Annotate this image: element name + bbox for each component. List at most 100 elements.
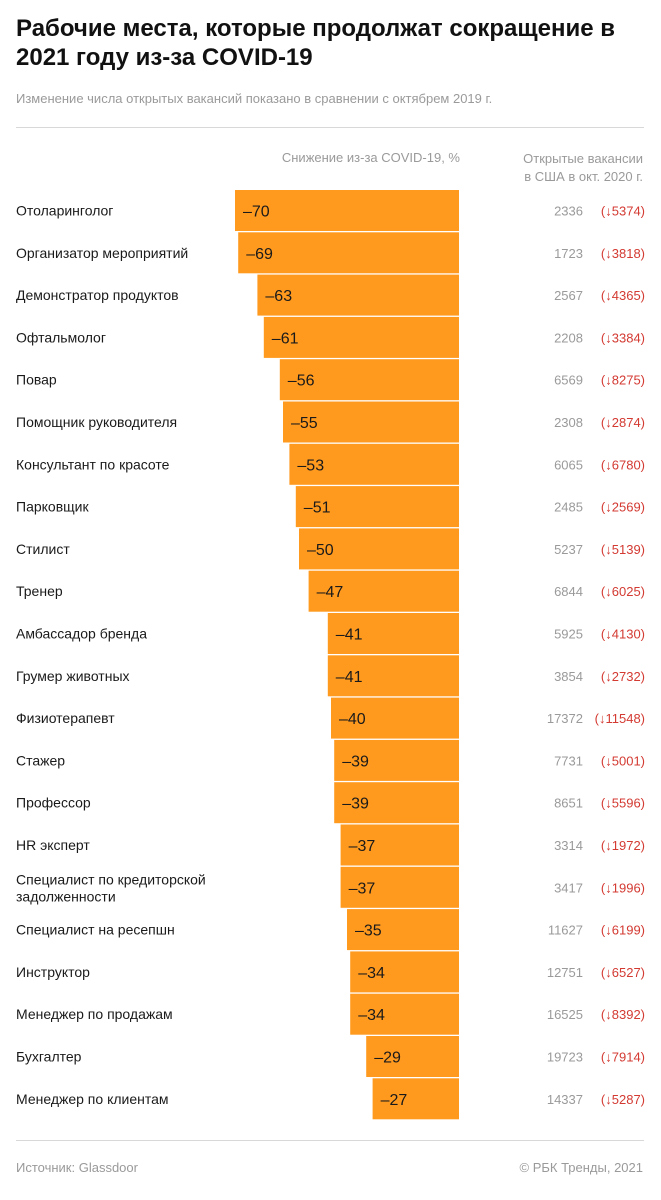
job-label: Повар xyxy=(16,372,57,388)
bar-value-label: –61 xyxy=(272,330,299,347)
job-label: Грумер животных xyxy=(16,668,130,684)
job-label: Менеджер по клиентам xyxy=(16,1091,169,1107)
copyright-credit: © РБК Тренды, 2021 xyxy=(519,1160,644,1175)
open-jobs-value: 5237 xyxy=(554,542,583,557)
bar-value-label: –34 xyxy=(358,1007,385,1024)
bar-value-label: –34 xyxy=(358,965,385,982)
job-label: Профессор xyxy=(16,795,91,811)
bar-value-label: –39 xyxy=(342,796,369,813)
open-jobs-change: (↓6025) xyxy=(601,584,645,599)
open-jobs-change: (↓3384) xyxy=(601,330,645,345)
open-jobs-value: 14337 xyxy=(547,1092,583,1107)
open-jobs-change: (↓2874) xyxy=(601,415,645,430)
job-label: Парковщик xyxy=(16,499,89,515)
open-jobs-change: (↓4365) xyxy=(601,288,645,303)
bar-value-label: –35 xyxy=(355,923,382,940)
job-label: Стилист xyxy=(16,541,70,557)
job-label: Консультант по красоте xyxy=(16,456,170,472)
open-jobs-value: 6844 xyxy=(554,584,583,599)
bar xyxy=(295,486,459,528)
job-label-line2: задолженности xyxy=(16,888,116,904)
open-jobs-value: 16525 xyxy=(547,1007,583,1022)
bar xyxy=(279,359,459,401)
job-label: Отоларинголог xyxy=(16,203,113,219)
job-label: Демонстратор продуктов xyxy=(16,287,179,303)
open-jobs-value: 5925 xyxy=(554,627,583,642)
bar xyxy=(350,993,459,1035)
open-jobs-value: 3417 xyxy=(554,880,583,895)
bar-value-label: –63 xyxy=(265,288,292,305)
bar-value-label: –56 xyxy=(288,373,315,390)
job-label: Офтальмолог xyxy=(16,329,106,345)
open-jobs-change: (↓5374) xyxy=(601,204,645,219)
open-jobs-value: 1723 xyxy=(554,246,583,261)
bar-value-label: –39 xyxy=(342,753,369,770)
bar-value-label: –70 xyxy=(243,204,270,221)
open-jobs-change: (↓5596) xyxy=(601,796,645,811)
bar xyxy=(263,316,459,358)
open-jobs-change: (↓11548) xyxy=(595,711,645,726)
open-jobs-column-header: Открытые вакансии в США в окт. 2020 г. xyxy=(483,150,643,186)
open-jobs-change: (↓1972) xyxy=(601,838,645,853)
bar-value-label: –53 xyxy=(297,457,324,474)
chart-subtitle: Изменение числа открытых вакансий показа… xyxy=(16,91,493,106)
bar-value-label: –40 xyxy=(339,711,366,728)
bar xyxy=(299,528,459,570)
bar-value-label: –41 xyxy=(336,669,363,686)
open-jobs-change: (↓2569) xyxy=(601,500,645,515)
bar xyxy=(372,1078,459,1120)
job-label: Менеджер по продажам xyxy=(16,1006,173,1022)
bar xyxy=(347,909,459,951)
open-jobs-header-line1: Открытые вакансии xyxy=(523,151,643,166)
bar xyxy=(334,739,459,781)
job-label: Инструктор xyxy=(16,964,90,980)
open-jobs-value: 6569 xyxy=(554,373,583,388)
open-jobs-change: (↓6780) xyxy=(601,457,645,472)
bar xyxy=(366,1036,459,1077)
open-jobs-header-line2: в США в окт. 2020 г. xyxy=(524,169,643,184)
open-jobs-change: (↓8392) xyxy=(601,1007,645,1022)
open-jobs-change: (↓7914) xyxy=(601,1050,645,1065)
open-jobs-value: 8651 xyxy=(554,796,583,811)
open-jobs-value: 19723 xyxy=(547,1050,583,1065)
bar xyxy=(327,613,459,654)
bar xyxy=(331,697,459,739)
job-label: Организатор мероприятий xyxy=(16,245,188,261)
bar-chart: –70 Отоларинголог 2336 (↓5374) –69 Организато… xyxy=(16,190,645,1120)
bar xyxy=(340,824,459,866)
bar xyxy=(289,443,459,485)
bar-value-label: –27 xyxy=(381,1092,408,1109)
job-label: Стажер xyxy=(16,752,65,768)
open-jobs-value: 2308 xyxy=(554,415,583,430)
bar xyxy=(334,782,459,824)
open-jobs-change: (↓6199) xyxy=(601,923,645,938)
open-jobs-change: (↓1996) xyxy=(601,880,645,895)
open-jobs-change: (↓3818) xyxy=(601,246,645,261)
open-jobs-change: (↓5287) xyxy=(601,1092,645,1107)
job-label: Тренер xyxy=(16,583,63,599)
open-jobs-value: 2567 xyxy=(554,288,583,303)
top-divider xyxy=(16,127,644,128)
open-jobs-change: (↓5139) xyxy=(601,542,645,557)
open-jobs-value: 17372 xyxy=(547,711,583,726)
open-jobs-change: (↓2732) xyxy=(601,669,645,684)
open-jobs-value: 6065 xyxy=(554,457,583,472)
bar-value-label: –41 xyxy=(336,627,363,644)
bar xyxy=(308,570,459,612)
open-jobs-change: (↓4130) xyxy=(601,627,645,642)
open-jobs-value: 2336 xyxy=(554,204,583,219)
bar-value-label: –47 xyxy=(317,584,344,601)
bar xyxy=(327,655,459,697)
source-note: Источник: Glassdoor xyxy=(16,1160,138,1175)
job-label: Физиотерапевт xyxy=(16,710,115,726)
bar xyxy=(257,274,459,316)
bar xyxy=(235,190,459,231)
bar-value-label: –37 xyxy=(349,838,376,855)
job-label: HR эксперт xyxy=(16,837,90,853)
job-label: Бухгалтер xyxy=(16,1049,82,1065)
bar-value-label: –69 xyxy=(246,246,273,263)
bar xyxy=(340,866,459,908)
bar xyxy=(283,401,459,443)
open-jobs-change: (↓8275) xyxy=(601,373,645,388)
bar xyxy=(238,232,459,274)
